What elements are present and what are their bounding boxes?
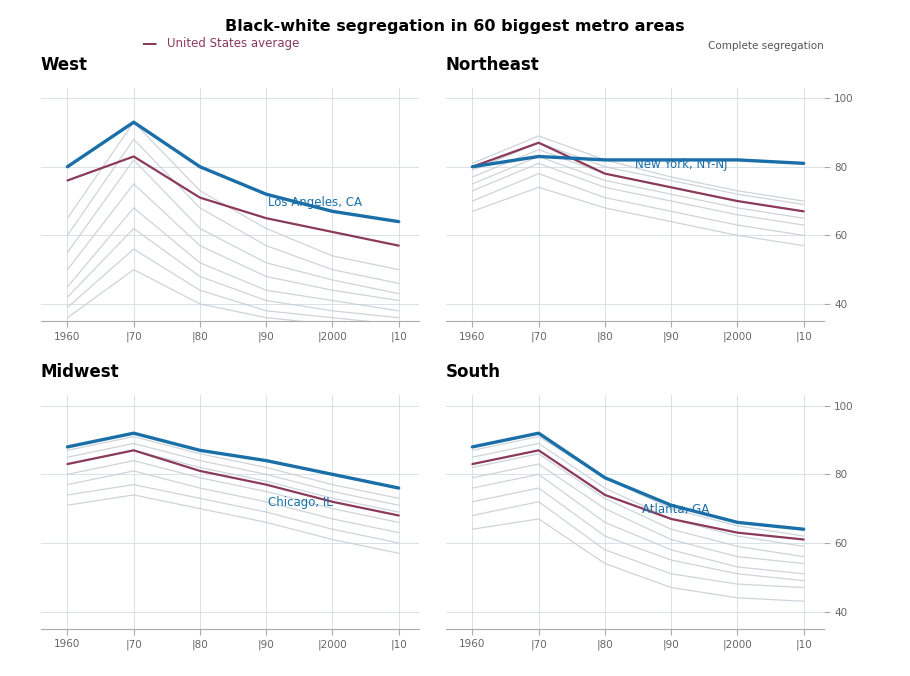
Text: —: —	[141, 37, 157, 51]
Text: Black-white segregation in 60 biggest metro areas: Black-white segregation in 60 biggest me…	[225, 19, 685, 34]
Text: South: South	[446, 364, 500, 381]
Text: West: West	[41, 56, 88, 74]
Text: Northeast: Northeast	[446, 56, 540, 74]
Text: United States average: United States average	[167, 37, 298, 51]
Text: Chicago, IL: Chicago, IL	[268, 496, 332, 509]
Text: Complete segregation: Complete segregation	[708, 41, 824, 51]
Text: Los Angeles, CA: Los Angeles, CA	[268, 195, 361, 209]
Text: Atlanta, GA: Atlanta, GA	[642, 503, 710, 516]
Text: New York, NY-NJ: New York, NY-NJ	[635, 158, 727, 171]
Text: Midwest: Midwest	[41, 364, 119, 381]
